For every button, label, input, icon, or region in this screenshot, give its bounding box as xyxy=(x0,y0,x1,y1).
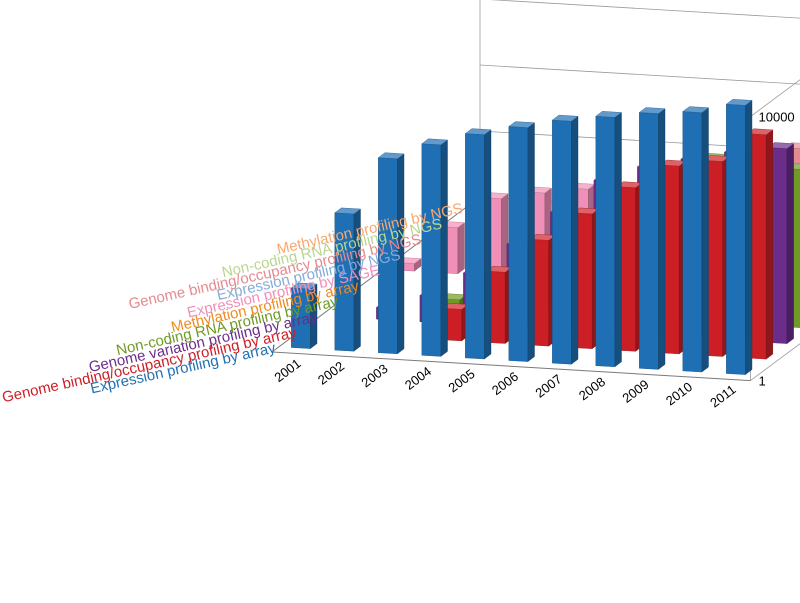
bar xyxy=(464,128,492,360)
bar-front xyxy=(639,112,659,370)
bar xyxy=(508,121,536,363)
gridline xyxy=(490,0,800,183)
year-label: 2009 xyxy=(619,377,651,406)
year-label: 2004 xyxy=(402,364,434,393)
bar-side xyxy=(484,129,492,360)
bar xyxy=(421,138,449,357)
bar-front xyxy=(726,103,746,375)
year-label: 2003 xyxy=(358,361,390,390)
year-label: 2006 xyxy=(489,369,521,398)
bar-front xyxy=(552,119,572,365)
z-tick-label: 1 xyxy=(759,374,766,389)
bar-side xyxy=(527,122,535,363)
bar-top xyxy=(725,99,753,106)
bar xyxy=(638,107,666,370)
year-axis-ticks: 2001 2002 2003 2004 2005 2006 2007 2008 2009 2010… xyxy=(271,356,738,411)
bar xyxy=(682,106,710,373)
bar-side xyxy=(786,143,794,345)
gridline xyxy=(750,79,800,117)
bar xyxy=(595,111,623,368)
bar-top xyxy=(334,207,362,215)
bar-front xyxy=(682,111,703,373)
bar-side xyxy=(440,139,448,357)
bar xyxy=(377,152,405,355)
bar-front xyxy=(508,126,529,362)
year-label: 2005 xyxy=(445,366,477,395)
bar-top xyxy=(595,111,623,118)
bar-top xyxy=(290,282,318,290)
bar-side xyxy=(614,112,622,368)
bar-front xyxy=(465,133,485,360)
bar-front xyxy=(595,116,616,368)
bar-top xyxy=(464,128,492,135)
z-tick-label: 10000 xyxy=(759,110,795,125)
bar-side xyxy=(745,99,753,376)
bar-side xyxy=(457,222,465,275)
bars xyxy=(290,99,800,376)
year-label: 2010 xyxy=(663,379,695,408)
bar xyxy=(725,99,753,376)
bar xyxy=(334,207,362,352)
bar-side xyxy=(766,129,773,360)
bar-top xyxy=(508,121,536,128)
bar-side xyxy=(571,115,579,365)
bar-top xyxy=(551,114,579,122)
bar xyxy=(290,282,318,350)
year-label: 2002 xyxy=(315,358,347,387)
bar-front xyxy=(421,143,442,357)
bar xyxy=(551,114,579,365)
gridline xyxy=(479,64,800,249)
bar-top xyxy=(377,152,405,160)
bar-side xyxy=(658,108,666,370)
floor-edge xyxy=(270,196,751,382)
year-label: 2007 xyxy=(532,371,564,400)
bar-top xyxy=(421,138,449,146)
year-label: 2011 xyxy=(707,382,738,411)
bar-top xyxy=(682,106,710,113)
bar-top xyxy=(638,107,666,114)
year-label: 2001 xyxy=(271,356,303,385)
year-label: 2008 xyxy=(576,374,608,403)
bar-side xyxy=(701,107,709,373)
